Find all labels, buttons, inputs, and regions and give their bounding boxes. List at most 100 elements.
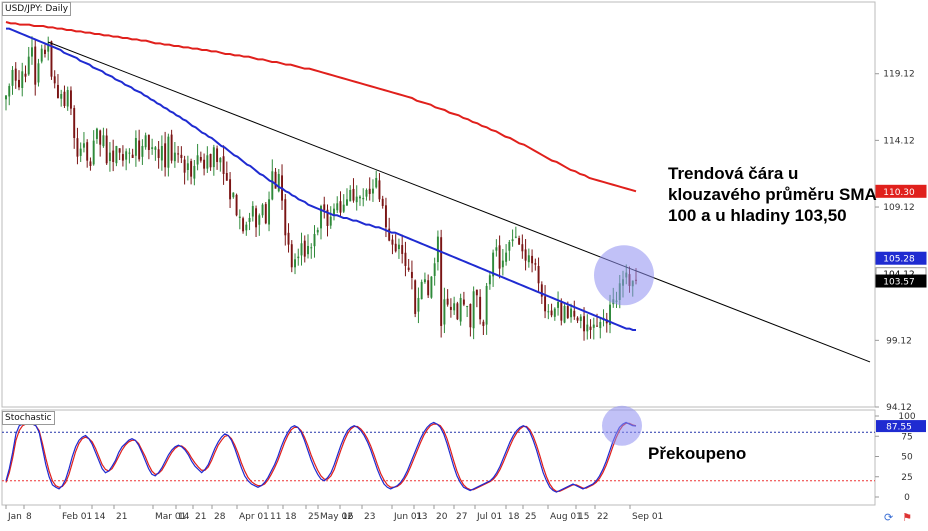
flag-icon[interactable]: ⚑ (902, 512, 913, 524)
candle-body (242, 218, 245, 232)
candle-body (222, 156, 225, 174)
candle-body (566, 306, 569, 318)
candle-body (245, 224, 248, 231)
candle-body (466, 305, 469, 308)
candle-body (118, 148, 121, 153)
candle-body (92, 140, 95, 165)
candle-body (43, 49, 46, 54)
candle-body (482, 321, 485, 326)
candle-body (573, 310, 576, 317)
stoch-y-tick-label: 100 (898, 412, 915, 422)
candle-body (352, 188, 355, 201)
candle-body (24, 73, 27, 77)
price-pane-frame (1, 1, 876, 408)
x-tick-label: 8 (26, 512, 32, 522)
candle-body (498, 245, 501, 269)
candle-body (459, 297, 462, 322)
candle-body (355, 196, 358, 203)
stoch-d-line (5, 422, 637, 492)
stoch-y-tick-label: 0 (904, 493, 910, 503)
candle-body (475, 289, 478, 296)
candle-body (47, 43, 50, 52)
x-tick-label: 15 (578, 512, 589, 522)
sma-200-line (5, 21, 637, 193)
candle-body (232, 192, 235, 198)
candle-body (310, 247, 313, 249)
candle-body (190, 161, 193, 177)
candle-body (173, 152, 176, 162)
candle-body (212, 147, 215, 168)
candle-body (89, 161, 92, 166)
candle-body (121, 154, 124, 161)
candle-body (391, 239, 394, 245)
candle-body (199, 156, 202, 161)
candle-body (456, 303, 459, 320)
candle-body (501, 260, 504, 268)
candle-body (576, 317, 579, 321)
candle-body (346, 199, 348, 206)
candle-body (206, 155, 209, 169)
candle-body (294, 259, 296, 268)
candle-body (251, 205, 254, 217)
candle-body (277, 173, 280, 192)
candle-body (115, 145, 118, 164)
candle-body (229, 179, 232, 200)
candle-body (144, 135, 147, 148)
candle-body (34, 46, 37, 85)
candle-body (427, 280, 430, 296)
candle-body (18, 79, 20, 88)
candle-body (157, 149, 160, 158)
candle-body (219, 157, 222, 163)
candle-body (511, 239, 514, 242)
candle-body (167, 136, 170, 168)
x-tick-label: 14 (178, 512, 190, 522)
y-tick-label: 114.12 (883, 136, 915, 146)
x-tick-label: 27 (456, 512, 467, 522)
candle-body (531, 255, 534, 264)
price-tag-box (875, 251, 927, 265)
x-tick-label: 11 (270, 512, 281, 522)
candle-body (170, 134, 173, 161)
candle-body (105, 135, 108, 164)
refresh-icon[interactable]: ⟳ (884, 512, 894, 524)
candle-body (196, 155, 199, 165)
candle-body (381, 198, 384, 206)
candle-body (462, 299, 465, 305)
x-tick-label: May 02 (320, 512, 353, 522)
candle-body (164, 143, 167, 168)
x-tick-label: Jan (7, 512, 22, 522)
candle-body (300, 243, 303, 256)
candle-body (589, 326, 592, 330)
candle-body (485, 285, 488, 325)
candle-body (336, 203, 339, 211)
candle-body (547, 311, 550, 313)
candle-body (307, 245, 309, 255)
candle-body (138, 140, 141, 160)
candle-body (235, 194, 238, 216)
y-tick-label: 99.12 (886, 336, 912, 346)
candle-body (271, 171, 274, 200)
candle-body (596, 325, 599, 327)
candle-body (193, 165, 196, 179)
candle-body (8, 85, 11, 97)
candle-body (216, 148, 219, 162)
candle-body (368, 188, 371, 194)
price-tag-label: 105.28 (883, 255, 915, 265)
candle-body (540, 284, 543, 297)
candle-body (225, 173, 228, 181)
candle-body (284, 199, 287, 236)
chart-title: USD/JPY: Daily (2, 2, 72, 16)
candle-body (440, 237, 443, 326)
candle-body (180, 154, 183, 158)
stoch-k-line (5, 421, 637, 493)
candle-body (40, 48, 43, 62)
candle-body (469, 303, 472, 328)
candle-body (609, 304, 611, 325)
candle-body (537, 265, 540, 284)
candle-body (329, 216, 332, 226)
highlight-circle-price (594, 245, 654, 306)
candle-body (320, 205, 322, 229)
candle-body (134, 137, 137, 156)
candle-body (492, 252, 495, 277)
